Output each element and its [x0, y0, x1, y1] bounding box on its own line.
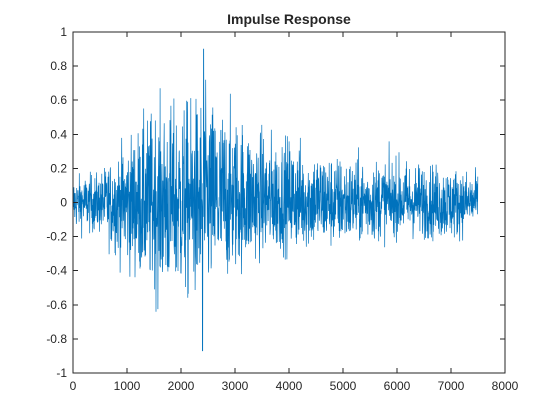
y-tick-label: 0.2: [50, 161, 67, 175]
y-tick-label: -0.8: [46, 332, 67, 346]
y-tick-label: -0.4: [46, 264, 67, 278]
y-tick-label: 0: [60, 196, 67, 210]
x-tick-label: 4000: [276, 379, 303, 393]
tick-labels-layer: 0 1000 2000 3000 4000 5000 6000 7000 8000 -1 -0.8 -…: [46, 25, 518, 393]
y-tick-label: -1: [56, 366, 67, 380]
y-tick-label: 0.8: [50, 59, 67, 73]
y-tick-label: -0.2: [46, 230, 67, 244]
impulse-response-series-line: [72, 48, 479, 352]
y-tick-label: 1: [60, 25, 67, 39]
y-tick-label: 0.4: [50, 127, 67, 141]
x-tick-label: 3000: [222, 379, 249, 393]
x-tick-label: 6000: [384, 379, 411, 393]
y-tick-label: 0.6: [50, 93, 67, 107]
ticks-layer: [72, 31, 506, 374]
plot-area: 0 1000 2000 3000 4000 5000 6000 7000 8000 -1 -0.8 -…: [46, 25, 518, 393]
series-layer: [72, 48, 479, 352]
x-tick-label: 2000: [168, 379, 195, 393]
x-tick-label: 1000: [114, 379, 141, 393]
x-tick-label: 0: [70, 379, 77, 393]
x-tick-label: 7000: [438, 379, 465, 393]
x-tick-label: 8000: [492, 379, 519, 393]
x-tick-label: 5000: [330, 379, 357, 393]
y-tick-label: -0.6: [46, 298, 67, 312]
chart-title: Impulse Response: [227, 11, 351, 27]
